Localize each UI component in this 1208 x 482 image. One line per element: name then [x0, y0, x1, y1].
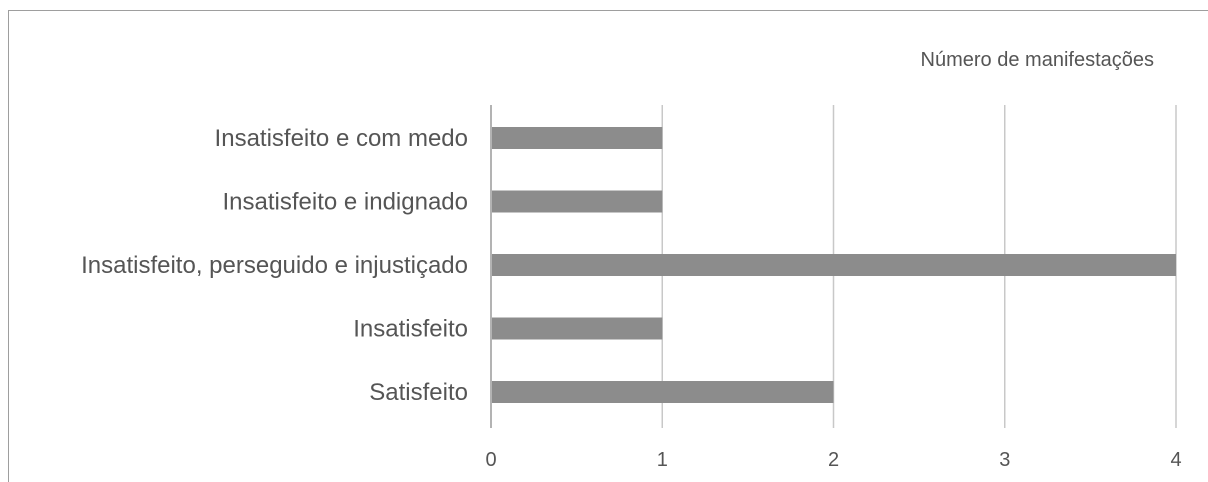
bar	[492, 317, 663, 340]
bar	[492, 127, 663, 149]
x-tick-label: 1	[657, 449, 668, 471]
bar	[492, 381, 834, 403]
category-label: Insatisfeito e com medo	[215, 125, 468, 152]
category-label: Insatisfeito	[353, 316, 468, 343]
legend-label: Número de manifestações	[921, 49, 1154, 71]
x-tick-label: 0	[485, 449, 496, 471]
category-label: Insatisfeito, perseguido e injustiçado	[81, 252, 468, 279]
x-tick-label: 2	[828, 449, 839, 471]
x-tick-label: 3	[999, 449, 1010, 471]
category-label: Satisfeito	[369, 379, 468, 406]
x-tick-label: 4	[1170, 449, 1181, 471]
bar-layer	[492, 127, 1176, 403]
label-layer: Insatisfeito e com medo Insatisfeito e in…	[81, 125, 468, 406]
bar	[492, 190, 663, 213]
chart-frame	[8, 10, 1208, 482]
bar	[492, 254, 1176, 276]
category-label: Insatisfeito e indignado	[222, 189, 468, 216]
tick-layer: 0 1 2 3 4	[485, 449, 1181, 471]
